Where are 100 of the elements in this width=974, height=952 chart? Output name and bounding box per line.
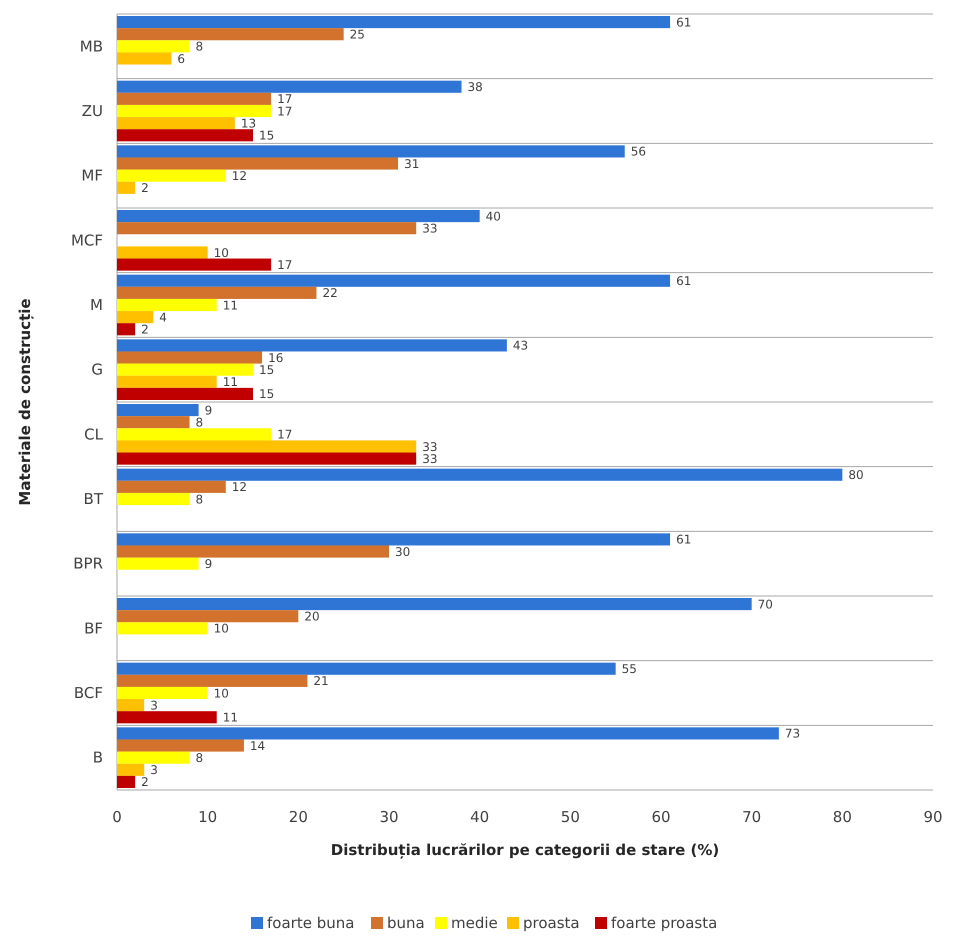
bar: [117, 686, 208, 700]
bar: [117, 440, 416, 453]
data-label: 17: [277, 428, 292, 442]
legend-label: buna: [387, 914, 425, 932]
bar: [117, 40, 190, 52]
bar: [117, 492, 190, 506]
bar: [117, 92, 272, 105]
data-label: 33: [422, 222, 438, 236]
data-label: 2: [141, 181, 149, 196]
bar: [117, 157, 398, 170]
data-label: 9: [204, 556, 212, 571]
data-label: 73: [784, 726, 800, 741]
data-label: 31: [404, 156, 420, 171]
bar: [117, 610, 298, 622]
data-label: 10: [214, 686, 229, 700]
bar: [117, 286, 316, 299]
bar: [117, 558, 199, 570]
data-label: 33: [422, 452, 438, 466]
data-label: 21: [313, 674, 329, 688]
bar: [117, 311, 154, 324]
bar: [117, 80, 462, 93]
data-label: 80: [848, 468, 864, 482]
legend-label: foarte buna: [267, 914, 354, 932]
y-tick-label: MB: [80, 37, 103, 56]
data-label: 20: [304, 610, 320, 624]
x-axis-title: Distribuția lucrărilor pe categorii de stare (%): [330, 841, 720, 859]
bar: [117, 298, 217, 312]
bar: [117, 222, 416, 234]
data-label: 17: [277, 258, 292, 272]
bar: [117, 533, 670, 546]
data-label: 43: [512, 338, 528, 353]
bar: [117, 428, 272, 440]
data-label: 8: [196, 416, 204, 430]
bar: [117, 16, 670, 28]
bar: [117, 376, 217, 388]
data-label: 55: [622, 662, 637, 676]
bar: [117, 452, 416, 465]
bar: [117, 323, 136, 336]
data-label: 30: [395, 544, 410, 559]
y-tick-label: BCF: [74, 684, 103, 702]
bar: [117, 545, 389, 558]
data-label: 22: [322, 286, 338, 300]
bar: [117, 480, 226, 493]
y-tick-label: M: [90, 296, 103, 314]
bar: [117, 388, 253, 400]
data-label: 40: [486, 209, 501, 224]
bar: [117, 404, 199, 416]
bar: [117, 104, 272, 118]
data-label: 17: [277, 104, 292, 118]
y-tick-label: BPR: [73, 554, 103, 573]
x-tick-label: 0: [112, 808, 122, 826]
bar: [117, 117, 235, 130]
data-label: 56: [630, 144, 646, 159]
data-label: 25: [350, 28, 365, 42]
data-label: 13: [240, 116, 256, 130]
data-label: 17: [277, 92, 292, 106]
data-label: 70: [758, 597, 773, 612]
legend-label: medie: [451, 914, 498, 932]
y-tick-label: BT: [84, 490, 104, 508]
bar: [117, 364, 253, 376]
data-label: 14: [250, 738, 266, 753]
data-label: 33: [422, 440, 438, 454]
bar: [117, 468, 842, 481]
bar: [117, 258, 272, 271]
y-tick-label: ZU: [82, 102, 103, 120]
data-label: 15: [259, 387, 274, 402]
bar: [117, 182, 136, 194]
data-label: 12: [232, 168, 248, 183]
bar: [117, 739, 244, 752]
bar: [117, 662, 616, 675]
data-label: 2: [141, 775, 149, 790]
x-tick-label: 70: [742, 808, 762, 826]
data-label: 8: [196, 492, 204, 506]
data-label: 10: [214, 622, 229, 636]
bar: [117, 339, 507, 352]
y-tick-label: CL: [84, 425, 104, 444]
x-tick-label: 30: [379, 808, 399, 826]
y-tick-label: BF: [84, 619, 103, 638]
bar: [117, 764, 144, 776]
data-label: 61: [676, 15, 692, 30]
x-tick-label: 20: [288, 808, 308, 826]
data-label: 61: [676, 532, 692, 547]
y-tick-label: G: [91, 360, 103, 379]
data-label: 8: [196, 750, 204, 765]
x-tick-label: 60: [651, 808, 671, 826]
data-label: 8: [196, 40, 204, 54]
bar: [117, 674, 308, 687]
legend-label: proasta: [523, 914, 580, 932]
bar: [117, 351, 262, 364]
bar: [117, 52, 172, 65]
y-axis-title: Materiale de construcție: [16, 298, 34, 506]
bar: [117, 246, 208, 259]
bar: [117, 416, 190, 428]
data-label: 3: [150, 698, 158, 712]
bar: [117, 129, 253, 142]
data-label: 3: [150, 763, 158, 778]
data-label: 16: [268, 350, 284, 365]
bar: [117, 145, 625, 158]
y-tick-label: MF: [81, 166, 103, 185]
y-tick-label: B: [92, 748, 103, 767]
